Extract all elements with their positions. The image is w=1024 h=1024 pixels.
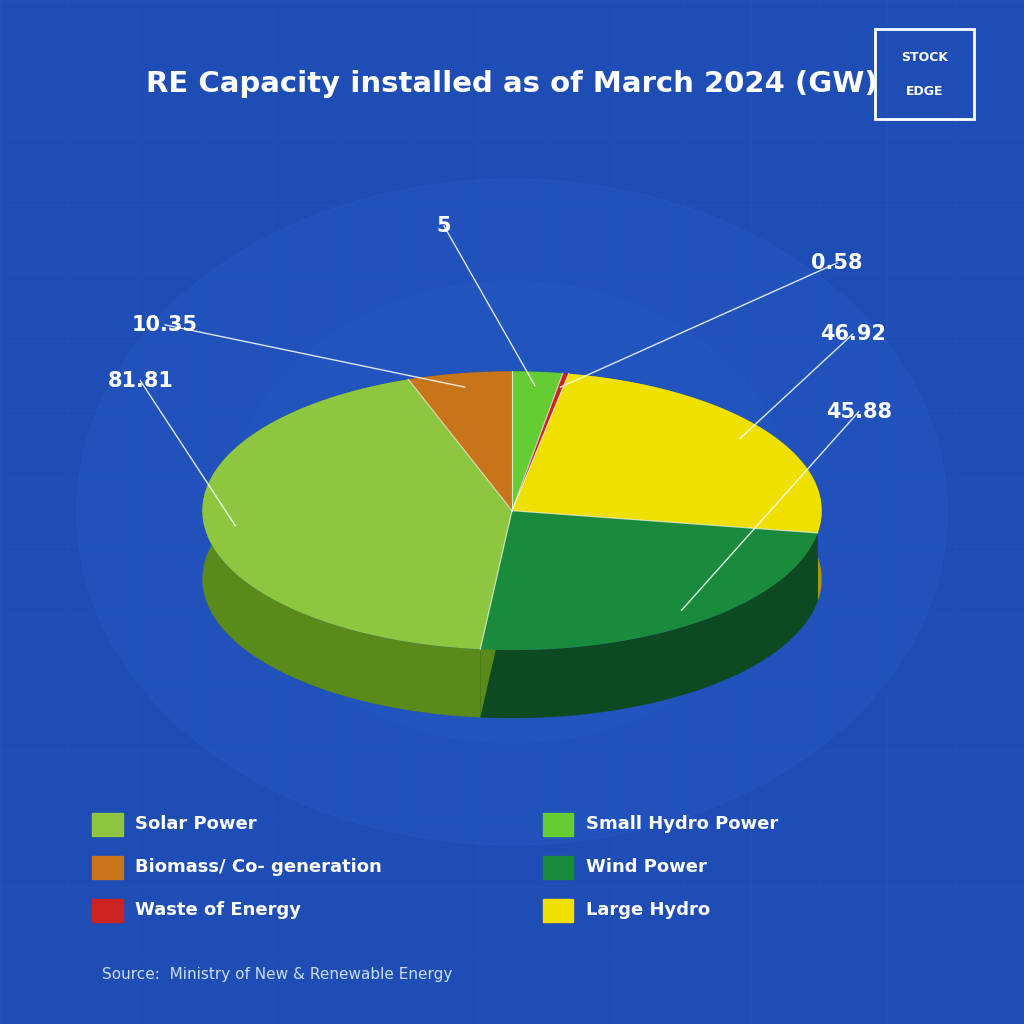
Text: 45.88: 45.88 (826, 401, 892, 422)
Polygon shape (409, 372, 512, 447)
Text: 46.92: 46.92 (819, 325, 886, 344)
Polygon shape (512, 372, 563, 511)
Text: Wind Power: Wind Power (586, 858, 707, 877)
Text: 0.58: 0.58 (811, 253, 863, 273)
Polygon shape (480, 511, 512, 718)
Polygon shape (512, 372, 563, 441)
Polygon shape (563, 373, 568, 441)
Polygon shape (409, 372, 512, 511)
Text: 81.81: 81.81 (108, 371, 173, 390)
Text: EDGE: EDGE (906, 85, 943, 97)
Bar (92, 899, 123, 922)
Text: Solar Power: Solar Power (135, 815, 257, 834)
Polygon shape (480, 532, 818, 718)
Bar (876, 29, 974, 119)
Bar (543, 856, 573, 879)
Text: Small Hydro Power: Small Hydro Power (586, 815, 778, 834)
Text: 10.35: 10.35 (132, 315, 198, 335)
Text: Source:  Ministry of New & Renewable Energy: Source: Ministry of New & Renewable Ener… (102, 968, 453, 982)
Polygon shape (512, 511, 818, 601)
Text: Large Hydro: Large Hydro (586, 901, 710, 920)
Polygon shape (203, 379, 480, 718)
Polygon shape (409, 379, 512, 579)
Ellipse shape (230, 282, 794, 742)
Polygon shape (512, 373, 563, 579)
Text: 5: 5 (436, 216, 452, 236)
Text: STOCK: STOCK (901, 51, 948, 63)
Bar (543, 813, 573, 836)
Bar (92, 856, 123, 879)
Polygon shape (512, 374, 821, 532)
Bar (543, 899, 573, 922)
Text: Waste of Energy: Waste of Energy (135, 901, 301, 920)
Polygon shape (512, 374, 568, 579)
Text: RE Capacity installed as of March 2024 (GW): RE Capacity installed as of March 2024 (… (146, 70, 878, 98)
Polygon shape (568, 374, 821, 601)
Polygon shape (512, 373, 568, 511)
Polygon shape (409, 379, 512, 579)
Polygon shape (480, 511, 512, 718)
Polygon shape (480, 511, 818, 650)
Polygon shape (512, 511, 818, 601)
Text: Biomass/ Co- generation: Biomass/ Co- generation (135, 858, 382, 877)
Polygon shape (512, 374, 568, 579)
Ellipse shape (77, 179, 947, 845)
Bar (92, 813, 123, 836)
Polygon shape (512, 373, 563, 579)
Polygon shape (203, 379, 512, 649)
